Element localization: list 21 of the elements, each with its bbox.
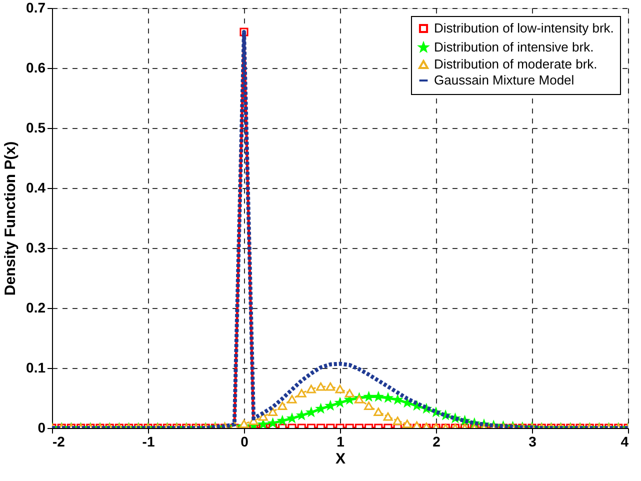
y-tick-label: 0.3 xyxy=(26,240,46,256)
y-tick-label: 0.7 xyxy=(26,0,46,16)
y-tick-label: 0.5 xyxy=(26,120,46,136)
x-tick-label: 1 xyxy=(336,434,345,450)
x-tick-label: -2 xyxy=(52,434,66,450)
x-tick-label: 0 xyxy=(240,434,249,450)
x-tick-label: 3 xyxy=(528,434,537,450)
y-tick-label: 0.2 xyxy=(26,300,46,316)
y-tick-label: 0 xyxy=(38,420,46,436)
x-tick-label: 4 xyxy=(620,434,629,450)
y-tick-label: 0.6 xyxy=(26,60,46,76)
y-tick-label: 0.1 xyxy=(26,360,46,376)
x-tick-label: -1 xyxy=(142,434,155,450)
legend-label: Distribution of moderate brk. xyxy=(434,56,598,72)
x-tick-label: 2 xyxy=(432,434,441,450)
y-tick-label: 0.4 xyxy=(26,180,46,196)
x-axis-title: X xyxy=(335,450,346,468)
legend-label: Distribution of intensive brk. xyxy=(434,40,594,54)
legend-label: Gaussain Mixture Model xyxy=(434,72,574,88)
legend-label: Distribution of low-intensity brk. xyxy=(434,20,614,36)
y-axis-title: Density Function P(x) xyxy=(2,141,20,296)
